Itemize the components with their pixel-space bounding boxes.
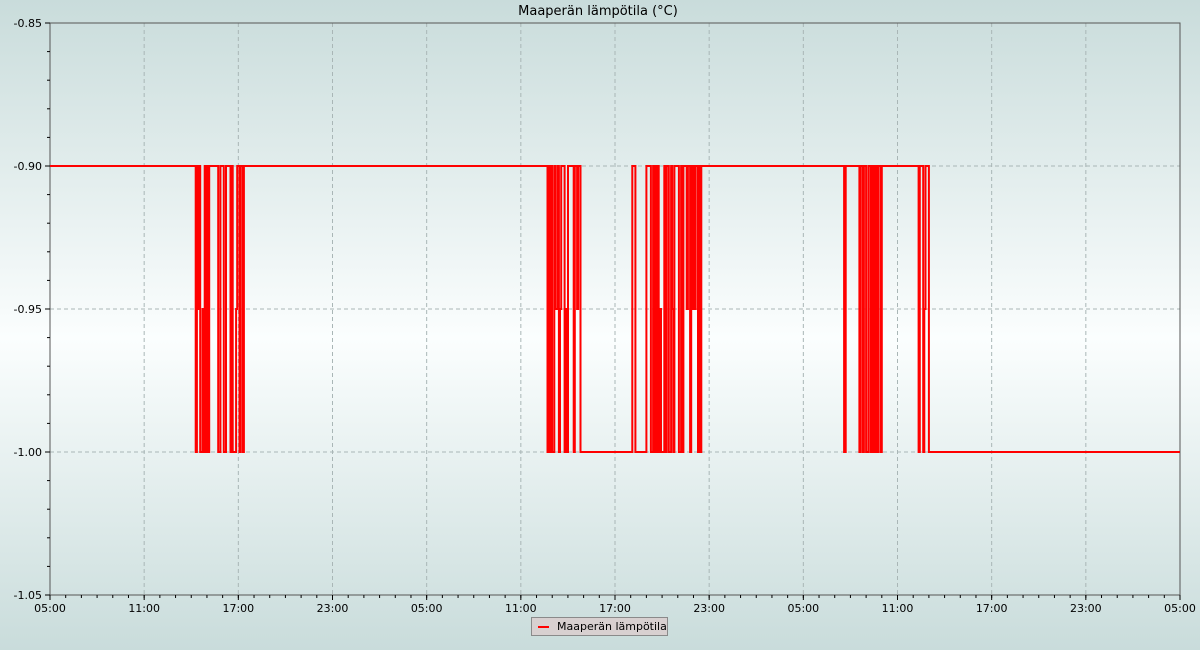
x-tick-label: 23:00 <box>317 602 349 615</box>
series-layer <box>50 165 1180 453</box>
y-tick-label: -1.05 <box>14 589 42 602</box>
legend-swatch <box>538 625 549 628</box>
series-line <box>50 165 1180 453</box>
x-tick-label: 11:00 <box>505 602 537 615</box>
legend-label: Maaperän lämpötila <box>557 620 667 633</box>
x-tick-label: 05:00 <box>411 602 443 615</box>
legend: Maaperän lämpötila <box>531 617 668 636</box>
x-tick-label: 23:00 <box>1070 602 1102 615</box>
x-tick-label: 17:00 <box>976 602 1008 615</box>
x-tick-label: 05:00 <box>787 602 819 615</box>
chart-title: Maaperän lämpötila (°C) <box>518 4 678 19</box>
y-tick-label: -0.95 <box>14 303 42 316</box>
y-tick-label: -0.90 <box>14 160 42 173</box>
x-tick-label: 05:00 <box>34 602 66 615</box>
x-tick-label: 05:00 <box>1164 602 1196 615</box>
x-tick-label: 11:00 <box>882 602 914 615</box>
x-tick-label: 23:00 <box>693 602 725 615</box>
x-tick-label: 17:00 <box>599 602 631 615</box>
x-tick-label: 17:00 <box>222 602 254 615</box>
y-tick-label: -0.85 <box>14 17 42 30</box>
x-tick-label: 11:00 <box>128 602 160 615</box>
y-tick-label: -1.00 <box>14 446 42 459</box>
